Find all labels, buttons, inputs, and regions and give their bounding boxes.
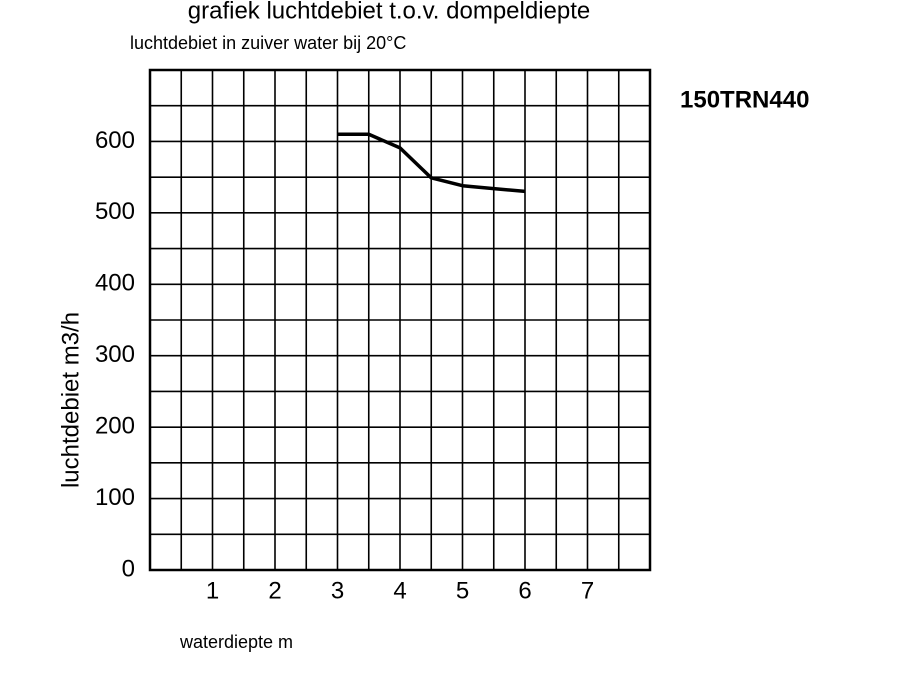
model-label: 150TRN440 <box>680 86 809 113</box>
y-tick-label: 0 <box>122 555 135 582</box>
x-tick-label: 3 <box>331 577 344 604</box>
x-tick-label: 7 <box>581 577 594 604</box>
chart-title: grafiek luchtdebiet t.o.v. dompeldiepte <box>188 0 590 24</box>
y-tick-label: 300 <box>95 341 135 368</box>
x-tick-label: 5 <box>456 577 469 604</box>
y-tick-label: 200 <box>95 412 135 439</box>
y-tick-label: 600 <box>95 127 135 154</box>
x-tick-label: 1 <box>206 577 219 604</box>
plot-border <box>148 68 652 572</box>
data-line <box>337 132 526 194</box>
x-tick-label: 2 <box>268 577 281 604</box>
y-tick-label: 500 <box>95 198 135 225</box>
x-tick-label: 6 <box>518 577 531 604</box>
chart-subtitle: luchtdebiet in zuiver water bij 20°C <box>130 33 406 53</box>
y-axis-label: luchtdebiet m3/h <box>57 312 84 488</box>
y-tick-label: 100 <box>95 484 135 511</box>
y-tick-label: 400 <box>95 270 135 297</box>
x-tick-label: 4 <box>393 577 406 604</box>
x-axis-label: waterdiepte m <box>179 632 293 652</box>
